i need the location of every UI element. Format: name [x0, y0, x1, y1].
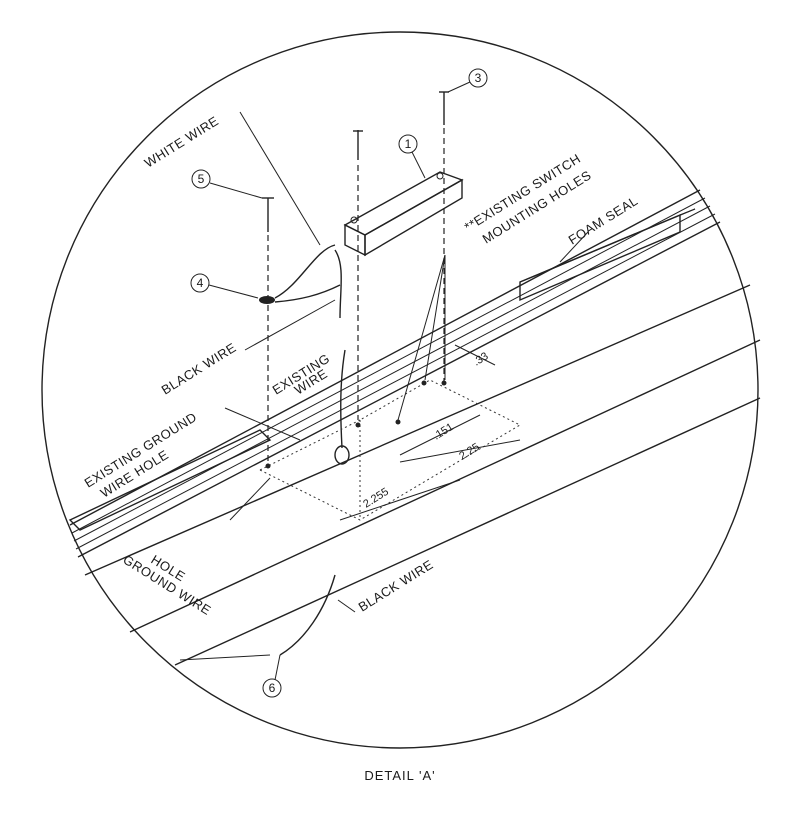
detail-caption: DETAIL 'A'	[364, 768, 436, 783]
dimension-lines	[339, 344, 521, 521]
label-black-wire-lower: BLACK WIRE	[356, 557, 436, 615]
black-wire-lower-path	[279, 574, 336, 656]
callout-3: 3	[447, 68, 488, 93]
switch-body	[343, 171, 464, 257]
label-black-wire-upper: BLACK WIRE	[159, 340, 239, 398]
callout-5: 5	[191, 169, 263, 199]
callout-1: 1	[398, 134, 426, 179]
dim-d3: 2.25	[457, 441, 482, 463]
label-leaders	[179, 111, 589, 681]
dim-d4: 2.255	[361, 486, 391, 511]
label-white-wire: WHITE WIRE	[142, 113, 222, 170]
washer-4	[259, 296, 275, 304]
detail-circle	[41, 31, 759, 749]
white-wire-second	[334, 249, 342, 319]
existing-wire-path	[340, 349, 346, 449]
svg-text:5: 5	[198, 172, 205, 186]
mounting-hole-leaders	[265, 254, 447, 469]
alignment-lines	[267, 128, 445, 465]
callout-6: 6	[262, 678, 282, 698]
screw-5	[262, 197, 274, 232]
switch-footprint	[259, 379, 522, 521]
svg-text:6: 6	[269, 681, 276, 695]
white-wire	[274, 244, 336, 299]
foam-seal-block	[519, 208, 696, 302]
screw-3	[439, 91, 449, 125]
existing-wire-end	[334, 445, 350, 465]
left-foam-block	[68, 429, 272, 531]
svg-text:4: 4	[197, 276, 204, 290]
label-foam-seal: FOAM SEAL	[566, 193, 641, 248]
black-wire-upper-path	[274, 284, 341, 303]
svg-text:3: 3	[475, 71, 482, 85]
rail-lines	[69, 189, 761, 666]
dim-d1: .33	[471, 350, 490, 368]
callout-4: 4	[190, 273, 259, 299]
dim-d2: .151	[431, 421, 456, 443]
screw-middle	[353, 130, 363, 160]
svg-text:1: 1	[405, 137, 412, 151]
